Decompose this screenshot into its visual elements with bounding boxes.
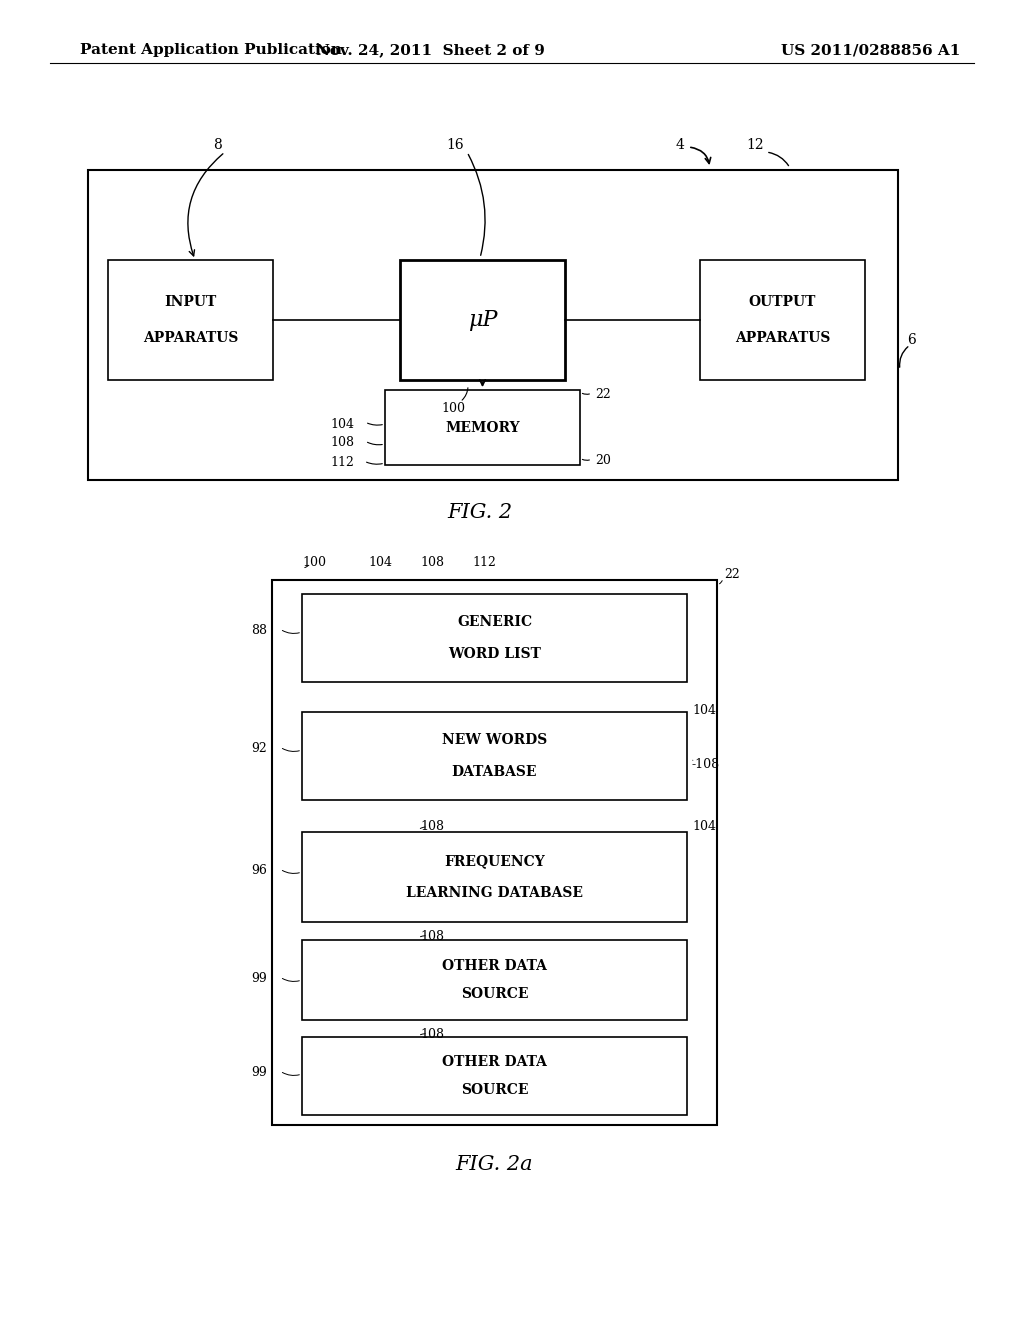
Bar <box>302 594 687 682</box>
Text: 104: 104 <box>692 704 716 717</box>
Text: 99: 99 <box>251 1065 267 1078</box>
Text: SOURCE: SOURCE <box>461 987 528 1001</box>
Text: Patent Application Publication: Patent Application Publication <box>80 44 342 57</box>
Text: MEMORY: MEMORY <box>445 421 520 434</box>
Text: μP: μP <box>468 309 498 331</box>
Text: 108: 108 <box>420 556 444 569</box>
Text: INPUT: INPUT <box>165 294 217 309</box>
Text: -108: -108 <box>692 759 720 771</box>
Text: APPARATUS: APPARATUS <box>735 331 830 345</box>
Bar <box>302 1038 687 1115</box>
Bar <box>88 170 898 480</box>
Text: 8: 8 <box>214 139 222 152</box>
Bar <box>385 389 580 465</box>
Text: 92: 92 <box>251 742 267 755</box>
Text: 12: 12 <box>746 139 764 152</box>
Text: 108: 108 <box>420 929 444 942</box>
Text: OTHER DATA: OTHER DATA <box>442 1055 547 1069</box>
Bar <box>302 711 687 800</box>
Text: FIG. 2a: FIG. 2a <box>456 1155 532 1175</box>
Text: 104: 104 <box>330 417 354 430</box>
Bar <box>302 832 687 921</box>
Text: NEW WORDS: NEW WORDS <box>442 733 547 747</box>
Bar <box>108 260 273 380</box>
Text: 108: 108 <box>420 821 444 833</box>
Text: 22: 22 <box>595 388 610 400</box>
Text: OTHER DATA: OTHER DATA <box>442 960 547 973</box>
Text: 108: 108 <box>330 436 354 449</box>
Text: 4: 4 <box>676 139 684 152</box>
Text: SOURCE: SOURCE <box>461 1082 528 1097</box>
Text: DATABASE: DATABASE <box>452 766 538 779</box>
Text: OUTPUT: OUTPUT <box>749 294 816 309</box>
Text: 96: 96 <box>251 863 267 876</box>
Text: GENERIC: GENERIC <box>457 615 532 630</box>
Text: 16: 16 <box>446 139 464 152</box>
Text: Nov. 24, 2011  Sheet 2 of 9: Nov. 24, 2011 Sheet 2 of 9 <box>315 44 545 57</box>
Text: 100: 100 <box>441 401 465 414</box>
Text: 22: 22 <box>724 569 739 582</box>
Text: FREQUENCY: FREQUENCY <box>444 854 545 869</box>
Text: 104: 104 <box>692 821 716 833</box>
Text: US 2011/0288856 A1: US 2011/0288856 A1 <box>780 44 961 57</box>
Text: 108: 108 <box>420 1027 444 1040</box>
Bar <box>700 260 865 380</box>
Text: 112: 112 <box>330 455 354 469</box>
Text: LEARNING DATABASE: LEARNING DATABASE <box>406 886 583 900</box>
Text: 104: 104 <box>368 556 392 569</box>
Text: FIG. 2: FIG. 2 <box>447 503 513 521</box>
Bar <box>272 579 717 1125</box>
Text: WORD LIST: WORD LIST <box>449 647 541 661</box>
Bar <box>400 260 565 380</box>
Text: 100: 100 <box>302 556 326 569</box>
Bar <box>302 940 687 1020</box>
Text: 88: 88 <box>251 623 267 636</box>
Text: APPARATUS: APPARATUS <box>142 331 239 345</box>
Text: 6: 6 <box>907 333 916 347</box>
Text: 112: 112 <box>472 556 496 569</box>
Text: 20: 20 <box>595 454 611 466</box>
Text: 99: 99 <box>251 972 267 985</box>
